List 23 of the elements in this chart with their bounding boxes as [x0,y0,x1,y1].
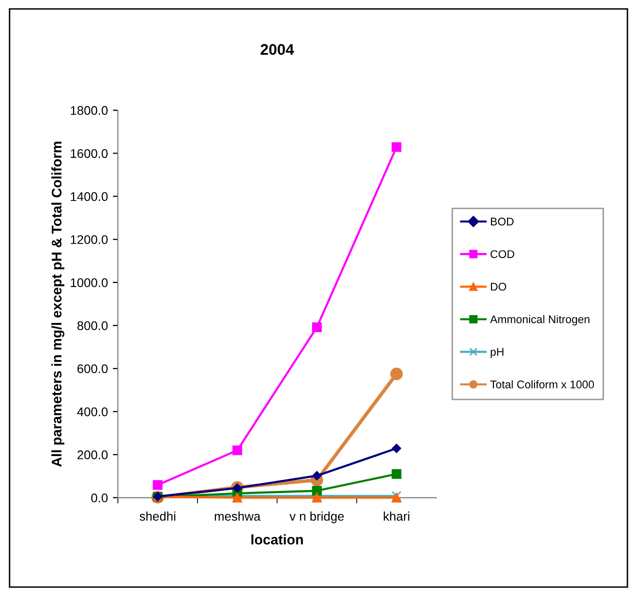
legend-label: Ammonical Nitrogen [490,315,590,326]
y-tick-label: 1800.0 [70,106,108,115]
legend-label: COD [490,250,514,258]
y-tick-label: 200.0 [77,450,108,460]
legend-label: pH [490,348,504,358]
y-tick-label: 800.0 [77,321,108,330]
y-tick-label: 1000.0 [70,278,108,288]
y-tick-label: 400.0 [77,407,108,416]
x-tick-label: shedhi [140,512,176,521]
x-tick-label: v n bridge [290,512,344,524]
chart-title: 2004 [260,44,294,55]
legend-label: BOD [490,218,514,226]
legend-label: Total Coliform x 1000 [490,380,594,388]
x-axis-title: location [251,534,303,545]
y-tick-label: 1600.0 [70,149,108,158]
y-axis-title: All parameters in mg/l except pH & Total Coliform [51,142,64,467]
x-tick-label: khari [384,512,410,521]
x-tick-label: meshwa [214,512,261,521]
y-tick-label: 600.0 [77,364,108,374]
legend-label: DO [490,282,506,291]
y-tick-label: 0.0 [91,493,108,502]
y-tick-label: 1400.0 [70,192,108,201]
y-tick-label: 1200.0 [70,235,108,244]
